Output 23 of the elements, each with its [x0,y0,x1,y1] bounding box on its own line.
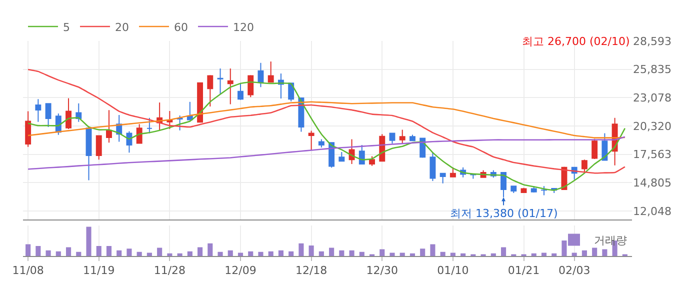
x-tick-label: 11/19 [83,264,115,278]
x-tick-label: 11/28 [154,264,186,278]
y-tick-label: 25,835 [633,63,672,76]
y-tick-label: 23,078 [633,92,672,104]
x-tick-label: 12/30 [366,264,398,278]
annotation: 최저 13,380 (01/17) [450,207,558,220]
legend-label: 20 [115,20,129,34]
x-tick-label: 11/08 [12,264,44,278]
y-tick-label: 28,593 [633,34,672,48]
y-tick-label: 20,320 [633,120,672,133]
y-tick-label: 12,048 [633,204,672,218]
legend-label: 5 [63,20,70,34]
annotation: 최고 26,700 (02/10) [522,35,630,48]
x-tick-label: 12/09 [224,264,256,278]
legend-label: 거래량 [594,234,627,248]
legend-label: 120 [233,20,254,34]
legend-label: 60 [174,20,188,34]
x-tick-label: 01/21 [508,264,540,278]
x-tick-label: 01/10 [437,264,469,278]
y-tick-label: 17,563 [633,148,672,162]
y-tick-label: 14,805 [633,176,672,190]
x-tick-label: 02/03 [558,264,590,278]
x-tick-label: 12/18 [295,264,328,278]
